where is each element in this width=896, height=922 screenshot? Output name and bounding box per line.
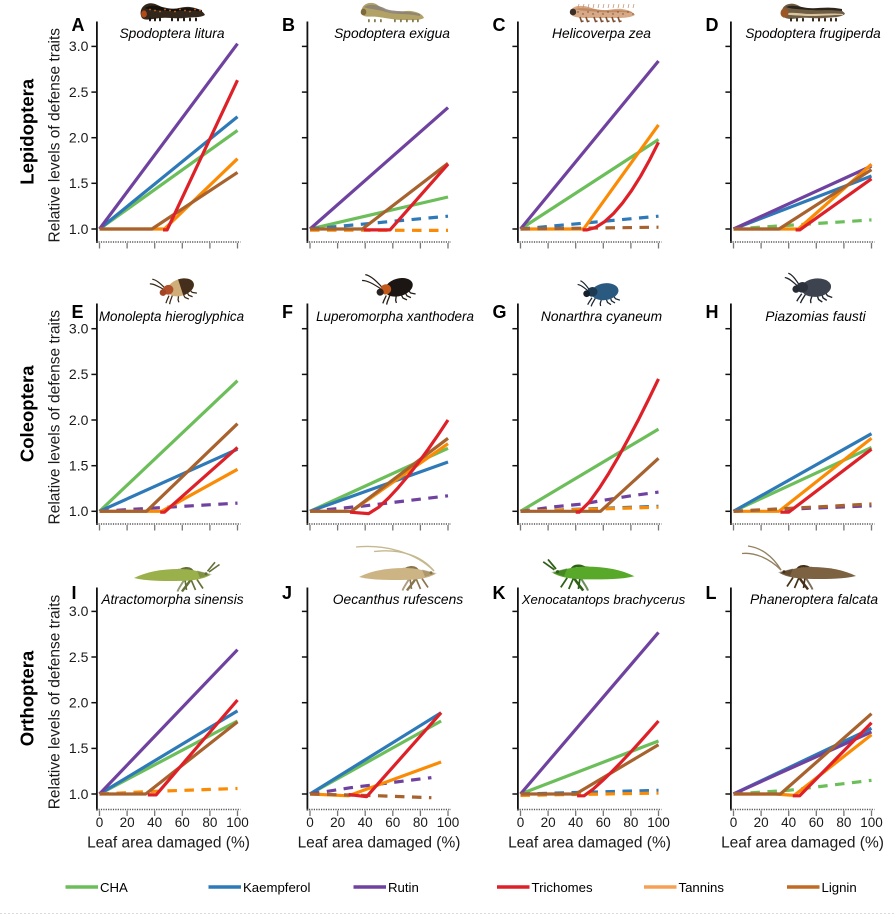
svg-text:2.5: 2.5: [69, 649, 89, 665]
svg-text:0: 0: [306, 815, 314, 830]
svg-text:80: 80: [202, 815, 217, 830]
svg-text:Leaf area damaged (%): Leaf area damaged (%): [508, 835, 671, 852]
svg-text:Coleoptera: Coleoptera: [17, 365, 38, 462]
svg-text:2.0: 2.0: [69, 695, 89, 711]
svg-text:H: H: [706, 302, 719, 322]
svg-text:40: 40: [147, 815, 162, 830]
svg-text:1.5: 1.5: [69, 740, 89, 756]
svg-text:Trichomes: Trichomes: [532, 880, 593, 895]
svg-text:3.0: 3.0: [69, 321, 89, 337]
svg-text:100: 100: [437, 815, 460, 830]
svg-text:1.0: 1.0: [69, 503, 89, 519]
svg-text:60: 60: [385, 815, 400, 830]
svg-text:80: 80: [836, 815, 851, 830]
svg-text:20: 20: [541, 815, 556, 830]
svg-text:20: 20: [120, 815, 135, 830]
svg-text:Relative levels of defense tra: Relative levels of defense traits: [47, 594, 64, 809]
svg-text:Spodoptera exigua: Spodoptera exigua: [334, 26, 450, 41]
svg-text:L: L: [706, 583, 717, 603]
svg-text:D: D: [706, 15, 719, 35]
svg-text:3.0: 3.0: [69, 603, 89, 619]
svg-text:Leaf area damaged (%): Leaf area damaged (%): [721, 835, 884, 852]
svg-text:2.5: 2.5: [69, 84, 89, 100]
svg-text:100: 100: [860, 815, 883, 830]
svg-text:1.5: 1.5: [69, 175, 89, 191]
svg-text:Relative levels of defense tra: Relative levels of defense traits: [47, 310, 64, 525]
svg-text:Piazomias fausti: Piazomias fausti: [765, 309, 866, 324]
svg-text:0: 0: [517, 815, 525, 830]
svg-text:3.0: 3.0: [69, 38, 89, 54]
svg-text:Oecanthus rufescens: Oecanthus rufescens: [333, 592, 463, 607]
svg-text:0: 0: [96, 815, 104, 830]
svg-text:Atractomorpha sinensis: Atractomorpha sinensis: [100, 592, 243, 607]
svg-text:K: K: [493, 583, 506, 603]
svg-text:100: 100: [226, 815, 249, 830]
svg-text:A: A: [72, 15, 85, 35]
svg-text:20: 20: [754, 815, 769, 830]
svg-text:Lignin: Lignin: [822, 880, 857, 895]
svg-text:Leaf area damaged (%): Leaf area damaged (%): [298, 835, 461, 852]
svg-text:Monolepta hieroglyphica: Monolepta hieroglyphica: [99, 309, 244, 324]
svg-text:I: I: [72, 583, 77, 603]
svg-text:1.5: 1.5: [69, 458, 89, 474]
svg-text:Kaempferol: Kaempferol: [243, 880, 311, 895]
svg-text:B: B: [282, 15, 295, 35]
svg-text:E: E: [72, 302, 84, 322]
svg-text:Relative levels of defense tra: Relative levels of defense traits: [47, 28, 64, 243]
svg-text:Nonarthra cyaneum: Nonarthra cyaneum: [541, 309, 662, 324]
svg-text:G: G: [493, 302, 507, 322]
svg-text:2.0: 2.0: [69, 412, 89, 428]
svg-text:40: 40: [358, 815, 373, 830]
svg-text:C: C: [493, 15, 506, 35]
svg-text:60: 60: [809, 815, 824, 830]
svg-text:Rutin: Rutin: [388, 880, 419, 895]
svg-text:J: J: [282, 583, 292, 603]
svg-text:0: 0: [730, 815, 738, 830]
svg-text:20: 20: [330, 815, 345, 830]
svg-text:80: 80: [413, 815, 428, 830]
svg-text:Phaneroptera falcata: Phaneroptera falcata: [750, 592, 878, 607]
svg-text:Spodoptera litura: Spodoptera litura: [119, 26, 224, 41]
svg-text:Xenocatantops brachycerus: Xenocatantops brachycerus: [521, 592, 686, 607]
svg-text:60: 60: [175, 815, 190, 830]
svg-text:60: 60: [596, 815, 611, 830]
svg-text:100: 100: [647, 815, 670, 830]
svg-text:2.5: 2.5: [69, 366, 89, 382]
svg-text:F: F: [282, 302, 293, 322]
svg-text:Tannins: Tannins: [679, 880, 725, 895]
svg-text:Luperomorpha xanthodera: Luperomorpha xanthodera: [316, 309, 474, 324]
svg-text:Orthoptera: Orthoptera: [17, 650, 38, 746]
svg-text:Spodoptera frugiperda: Spodoptera frugiperda: [745, 26, 881, 41]
svg-text:2.0: 2.0: [69, 130, 89, 146]
svg-text:40: 40: [781, 815, 796, 830]
svg-text:1.0: 1.0: [69, 221, 89, 237]
svg-text:Lepidoptera: Lepidoptera: [17, 78, 38, 185]
svg-text:CHA: CHA: [100, 880, 128, 895]
svg-text:80: 80: [623, 815, 638, 830]
svg-text:1.0: 1.0: [69, 786, 89, 802]
svg-text:Leaf area damaged (%): Leaf area damaged (%): [87, 835, 250, 852]
svg-text:Helicoverpa zea: Helicoverpa zea: [552, 26, 651, 41]
svg-text:40: 40: [568, 815, 583, 830]
